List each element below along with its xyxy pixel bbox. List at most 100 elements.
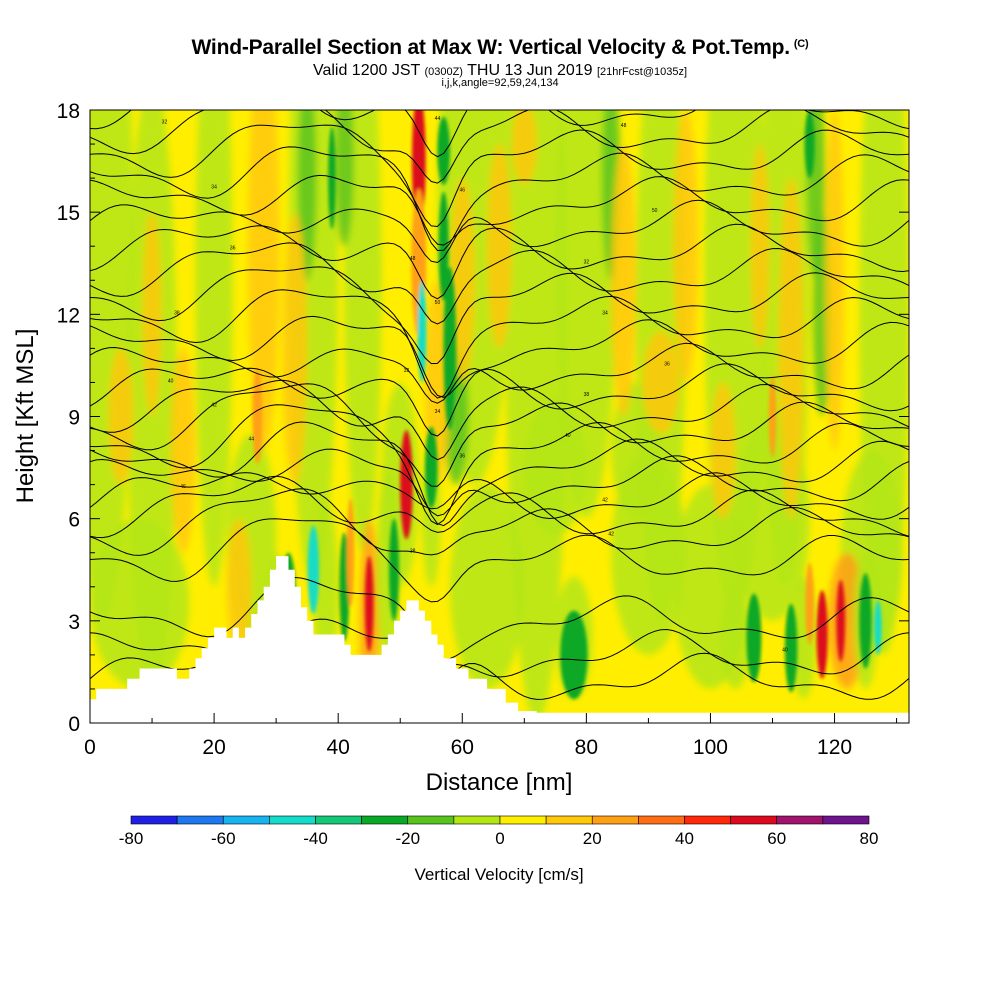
velocity-core bbox=[784, 603, 798, 693]
velocity-core bbox=[400, 430, 413, 540]
velocity-cell bbox=[142, 212, 162, 417]
velocity-cell bbox=[195, 110, 233, 587]
section-params: i,j,k,angle=92,59,24,134 bbox=[441, 77, 559, 89]
velocity-core bbox=[389, 518, 399, 621]
contour-label: 46 bbox=[180, 484, 186, 490]
colorbar-label: 0 bbox=[495, 829, 504, 848]
velocity-core bbox=[836, 580, 846, 662]
y-tick-label: 0 bbox=[68, 713, 80, 736]
theta-contour bbox=[90, 383, 909, 487]
theta-contour bbox=[90, 475, 909, 539]
colorbar: -80 -60 -40 -20 0 20 40 60 80 bbox=[119, 815, 878, 848]
velocity-core bbox=[859, 573, 872, 669]
colorbar-swatch bbox=[453, 815, 501, 825]
velocity-core bbox=[746, 593, 762, 683]
theta-contour bbox=[90, 404, 909, 526]
velocity-cell bbox=[90, 110, 134, 621]
colorbar-swatch bbox=[222, 815, 270, 825]
colorbar-label: -20 bbox=[395, 829, 420, 848]
velocity-core bbox=[874, 600, 882, 655]
colorbar-swatch bbox=[407, 815, 455, 825]
theta-contour bbox=[90, 124, 909, 228]
theta-contours: 32 34 36 38 40 42 44 46 48 50 32 34 36 38 40 42 44 46 48 50… bbox=[90, 110, 909, 700]
contour-label: 38 bbox=[410, 549, 416, 555]
chart-subtitle: Valid 1200 JST (0300Z) THU 13 Jun 2019 [… bbox=[312, 62, 688, 79]
contour-label: 42 bbox=[608, 532, 614, 538]
colorbar-swatch bbox=[176, 815, 224, 825]
colorbar-swatch bbox=[545, 815, 593, 825]
theta-contour bbox=[90, 242, 909, 325]
colorbar-swatch bbox=[776, 815, 824, 825]
velocity-field bbox=[90, 110, 909, 723]
colorbar-label: -40 bbox=[303, 829, 328, 848]
chart-title: Wind-Parallel Section at Max W: Vertical… bbox=[191, 36, 809, 59]
contour-label: 36 bbox=[459, 453, 465, 459]
y-tick-label: 12 bbox=[57, 304, 80, 327]
velocity-core bbox=[307, 525, 319, 614]
velocity-cell bbox=[170, 348, 196, 553]
theta-contour bbox=[90, 266, 909, 365]
zulu-time: (0300Z) bbox=[424, 66, 463, 78]
contour-label: 48 bbox=[410, 256, 416, 262]
x-tick-label: 40 bbox=[327, 736, 350, 759]
x-tick-label: 100 bbox=[693, 736, 728, 759]
x-tick-label: 0 bbox=[84, 736, 96, 759]
velocity-cell bbox=[248, 110, 280, 451]
contour-label: 32 bbox=[584, 259, 590, 265]
velocity-core bbox=[816, 590, 828, 679]
velocity-cell bbox=[825, 110, 844, 451]
forecast-info: [21hrFcst@1035z] bbox=[596, 66, 688, 78]
colorbar-swatch bbox=[638, 815, 685, 825]
contour-label: 48 bbox=[621, 123, 627, 129]
theta-contour bbox=[90, 289, 909, 399]
contour-label: 38 bbox=[174, 310, 180, 316]
velocity-core bbox=[438, 191, 449, 301]
contour-label: 34 bbox=[211, 184, 217, 190]
velocity-cell bbox=[108, 348, 134, 485]
velocity-cell bbox=[226, 518, 252, 655]
velocity-cell bbox=[611, 144, 636, 417]
velocity-cell bbox=[487, 144, 512, 349]
velocity-cell bbox=[511, 110, 537, 185]
contour-label: 42 bbox=[211, 402, 217, 408]
x-tick-label: 60 bbox=[451, 736, 474, 759]
colorbar-swatch bbox=[591, 815, 639, 825]
velocity-core bbox=[805, 563, 815, 645]
x-tick-label: 120 bbox=[817, 736, 852, 759]
theta-contour bbox=[90, 223, 909, 300]
velocity-core bbox=[437, 116, 450, 185]
theta-contour bbox=[90, 315, 909, 398]
theta-contour bbox=[90, 363, 909, 437]
field-layer bbox=[90, 110, 909, 723]
colorbar-swatch bbox=[361, 815, 409, 825]
plot-area: 32 34 36 38 40 42 44 46 48 50 32 34 36 38 40 42 44 46 48 50… bbox=[90, 110, 909, 723]
colorbar-swatch bbox=[269, 815, 316, 825]
colorbar-swatch bbox=[315, 815, 362, 825]
colorbar-label: 20 bbox=[583, 829, 602, 848]
y-tick-label: 15 bbox=[57, 202, 80, 225]
theta-contour bbox=[90, 146, 909, 252]
contour-label: 32 bbox=[162, 120, 168, 126]
velocity-cell bbox=[778, 178, 804, 519]
theta-contour bbox=[90, 379, 909, 461]
contour-label: 46 bbox=[459, 188, 465, 194]
y-tick-label: 3 bbox=[68, 611, 80, 634]
colorbar-label: -80 bbox=[119, 829, 144, 848]
y-axis-label: Height [Kft MSL] bbox=[12, 329, 39, 504]
velocity-cell bbox=[90, 518, 190, 689]
colorbar-swatch bbox=[499, 815, 547, 825]
y-tick-label: 6 bbox=[68, 509, 80, 532]
velocity-core bbox=[560, 610, 588, 700]
x-axis-label: Distance [nm] bbox=[426, 769, 573, 796]
velocity-cell bbox=[282, 212, 308, 485]
velocity-cell bbox=[376, 467, 399, 672]
colorbar-swatch bbox=[684, 815, 731, 825]
colorbar-label: -60 bbox=[211, 829, 236, 848]
velocity-core bbox=[425, 426, 438, 509]
velocity-core bbox=[346, 498, 355, 608]
contour-label: 44 bbox=[435, 116, 441, 122]
theta-contour bbox=[90, 448, 909, 517]
theta-contour bbox=[90, 110, 909, 184]
contour-label: 42 bbox=[602, 498, 608, 504]
velocity-core bbox=[339, 532, 350, 642]
